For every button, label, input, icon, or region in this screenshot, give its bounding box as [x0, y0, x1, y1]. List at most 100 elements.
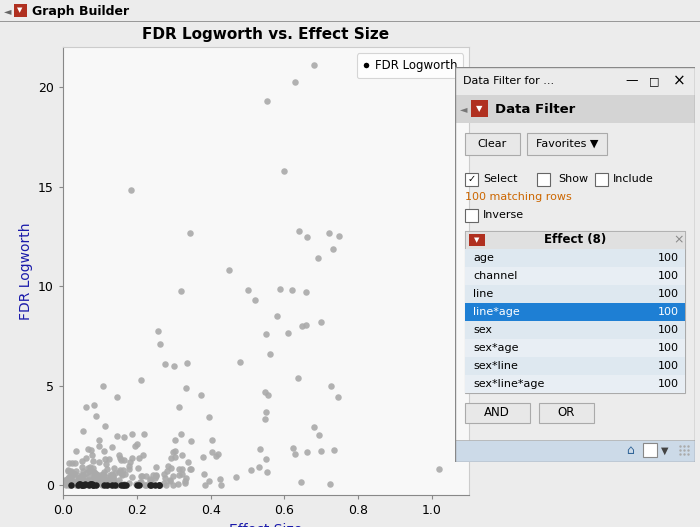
Bar: [465, 133, 520, 155]
Point: [206, 447, 218, 456]
Point: [214, 475, 225, 483]
Text: Inverse: Inverse: [483, 210, 524, 220]
Text: Select: Select: [483, 174, 517, 184]
Point: [165, 464, 176, 473]
Point: [80, 477, 92, 485]
Point: [293, 374, 304, 383]
Point: [293, 227, 304, 235]
Point: [168, 362, 179, 370]
Point: [234, 358, 245, 366]
Point: [99, 422, 110, 430]
Text: line: line: [473, 289, 494, 299]
Point: [108, 473, 119, 482]
Point: [260, 455, 272, 464]
Point: [78, 427, 89, 435]
Point: [181, 384, 192, 392]
Bar: [643, 443, 657, 457]
Point: [162, 462, 174, 470]
Point: [94, 477, 105, 485]
Point: [62, 467, 74, 475]
Point: [149, 481, 160, 490]
Point: [102, 480, 113, 488]
Bar: [595, 173, 608, 186]
Point: [89, 469, 100, 477]
Point: [107, 475, 118, 484]
Point: [80, 480, 91, 489]
Bar: [465, 173, 478, 186]
Point: [98, 468, 109, 476]
Point: [61, 480, 72, 488]
Point: [80, 454, 92, 462]
Point: [83, 472, 94, 481]
Point: [115, 453, 126, 462]
Bar: [455, 440, 695, 462]
Point: [434, 465, 445, 474]
Point: [62, 466, 74, 474]
Point: [288, 443, 299, 452]
Point: [88, 474, 99, 483]
Text: sex*line*age: sex*line*age: [473, 379, 545, 389]
Point: [83, 466, 94, 475]
Point: [104, 476, 115, 484]
Point: [84, 480, 95, 489]
Point: [102, 476, 113, 484]
Point: [83, 444, 94, 453]
Point: [164, 476, 175, 484]
Bar: [465, 209, 478, 222]
Point: [64, 481, 76, 489]
Point: [87, 481, 98, 489]
Point: [99, 454, 110, 463]
Point: [144, 477, 155, 485]
Point: [131, 440, 142, 448]
Point: [85, 446, 97, 455]
Point: [181, 359, 193, 367]
Point: [153, 481, 164, 489]
Bar: [465, 375, 685, 393]
Point: [114, 451, 125, 459]
Point: [272, 312, 283, 320]
Point: [133, 464, 144, 473]
Point: [152, 327, 163, 335]
Point: [262, 391, 273, 399]
Point: [94, 458, 105, 466]
Point: [78, 478, 89, 486]
Point: [326, 382, 337, 390]
Point: [62, 474, 74, 482]
Point: [70, 467, 81, 476]
Point: [309, 61, 320, 70]
Point: [145, 481, 156, 489]
Point: [101, 481, 112, 489]
Point: [90, 412, 101, 421]
Point: [90, 481, 101, 490]
Point: [78, 471, 89, 480]
Text: sex*age: sex*age: [473, 343, 519, 353]
Point: [160, 360, 171, 368]
Point: [108, 474, 119, 482]
Point: [146, 476, 157, 484]
Text: 100: 100: [658, 271, 679, 281]
Point: [61, 481, 72, 489]
Bar: [469, 234, 485, 246]
Point: [71, 446, 82, 455]
Point: [90, 471, 101, 479]
Point: [136, 471, 147, 480]
Point: [160, 474, 171, 483]
Point: [260, 408, 272, 417]
Point: [290, 77, 301, 86]
Point: [130, 442, 141, 451]
Point: [66, 479, 77, 487]
Point: [118, 433, 130, 441]
Point: [126, 430, 137, 438]
Point: [88, 472, 99, 480]
Bar: [537, 173, 550, 186]
Point: [179, 479, 190, 487]
Point: [72, 477, 83, 485]
Bar: [465, 357, 685, 375]
Point: [301, 232, 312, 241]
Point: [300, 321, 312, 329]
Point: [94, 473, 106, 482]
Text: □: □: [649, 76, 659, 86]
Point: [174, 465, 185, 474]
Point: [65, 467, 76, 476]
Point: [104, 471, 116, 480]
